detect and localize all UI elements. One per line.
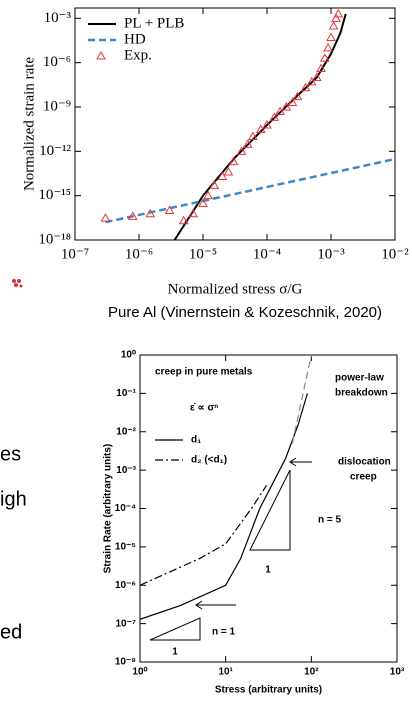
annotation: 1 <box>172 647 178 658</box>
annotation: breakdown <box>335 388 388 399</box>
chart-2: 10⁰ 10¹ 10² 10³ 10⁻⁸ 10⁻⁷ 10⁻⁶ 10⁻⁵ 10⁻⁴ 10⁻³ 10⁻²… <box>103 350 405 696</box>
y-tick-label: 10⁻³ <box>116 465 136 476</box>
data-point <box>333 8 344 18</box>
annotation: power-law <box>335 373 384 384</box>
y-axis-label: Strain Rate (arbitrary units) <box>103 444 114 573</box>
y-tick-label: 10⁻¹⁵ <box>38 187 71 203</box>
data-point <box>247 131 258 141</box>
y-tick-label: 10⁻² <box>116 426 136 437</box>
y-tick-label: 10⁻³ <box>44 10 72 26</box>
data-point <box>300 82 311 92</box>
chart-1: 10⁻⁷ 10⁻⁶ 10⁻⁵ 10⁻⁴ 10⁻³ 10⁻² 10⁻¹⁸ 10⁻¹⁵ 10⁻¹² 1… <box>21 7 409 297</box>
y-tick-label: 10⁰ <box>121 350 136 361</box>
series-line <box>140 393 308 620</box>
data-point <box>242 139 253 148</box>
x-tick-label: 10³ <box>390 667 405 678</box>
legend-label: PL + PLB <box>124 15 184 31</box>
data-point <box>281 101 292 111</box>
annotation: dislocation <box>338 457 391 468</box>
data-point <box>306 76 317 86</box>
y-tick-label: 10⁻⁶ <box>43 54 71 70</box>
data-point <box>269 112 280 121</box>
arrow <box>195 457 312 610</box>
series-line <box>291 355 312 444</box>
y-tick-label: 10⁻¹² <box>39 143 71 159</box>
data-point <box>127 211 138 220</box>
annotation: n = 1 <box>212 627 236 638</box>
data-point <box>292 91 303 101</box>
x-axis-label: Normalized stress σ/G <box>168 281 303 297</box>
caption: Pure Al (Vinernstein & Kozeschnik, 2020) <box>108 304 382 321</box>
x-tick-label: 10⁰ <box>132 667 147 678</box>
side-text: igh <box>0 488 27 510</box>
data-point <box>188 208 198 218</box>
annotation: n = 5 <box>318 515 342 526</box>
series-line <box>140 485 268 586</box>
data-point <box>223 166 234 176</box>
data-point <box>100 213 111 222</box>
y-tick-label: 10⁻¹ <box>116 388 136 399</box>
x-tick-label: 10⁻² <box>381 246 409 262</box>
x-tick-label: 10⁻⁷ <box>61 246 89 262</box>
y-tick-label: 10⁻⁶ <box>115 580 136 591</box>
data-point <box>203 190 213 200</box>
data-point <box>262 120 272 129</box>
x-tick-label: 10⁻⁶ <box>125 246 153 262</box>
y-tick-label: 10⁻⁵ <box>115 542 136 553</box>
slope-triangle <box>149 617 201 641</box>
x-tick-label: 10⁻⁵ <box>189 246 217 262</box>
data-point <box>287 97 298 107</box>
legend-marker <box>96 50 106 60</box>
annotation: ε̇ ∝ σⁿ <box>190 403 218 414</box>
slope-triangle <box>249 469 291 551</box>
y-axis-label: Normalized strain rate <box>21 57 37 191</box>
annotation: creep in pure metals <box>155 367 253 378</box>
x-tick-label: 10² <box>304 667 319 678</box>
data-point <box>236 146 247 155</box>
data-point <box>145 208 156 218</box>
y-tick-label: 10⁻⁴ <box>115 503 136 514</box>
data-point <box>323 42 333 52</box>
data-point <box>331 13 341 22</box>
data-point <box>198 198 208 207</box>
series-line <box>105 157 395 224</box>
data-point <box>209 180 220 189</box>
x-tick-label: 10⁻⁴ <box>253 246 281 262</box>
x-tick-label: 10¹ <box>218 667 233 678</box>
data-point <box>319 53 330 62</box>
data-point <box>316 63 326 73</box>
y-tick-label: 10⁻⁹ <box>43 98 71 114</box>
side-text: ed <box>0 621 22 643</box>
y-tick-label: 10⁻¹⁸ <box>38 231 71 247</box>
data-point <box>275 106 285 115</box>
legend-label: HD <box>124 31 146 47</box>
data-point <box>217 171 228 180</box>
legend-label: Exp. <box>124 47 152 63</box>
annotation: creep <box>350 472 377 483</box>
plot-frame <box>139 354 398 663</box>
data-point <box>326 32 336 42</box>
x-tick-label: 10⁻³ <box>317 246 345 262</box>
side-text: es <box>0 443 21 465</box>
data-point <box>255 124 266 134</box>
icon <box>12 279 23 288</box>
data-point <box>228 156 239 166</box>
data-point <box>178 215 189 225</box>
legend-label: d₁ <box>191 435 201 446</box>
data-point <box>164 205 175 214</box>
legend-label: d₂ (<d₁) <box>191 455 227 466</box>
y-tick-label: 10⁻⁸ <box>115 657 136 668</box>
plot-frame <box>74 7 396 241</box>
data-point <box>311 72 322 81</box>
x-axis-label: Stress (arbitrary units) <box>215 685 322 696</box>
annotation: 1 <box>265 565 271 576</box>
y-tick-label: 10⁻⁷ <box>115 618 136 629</box>
data-point <box>328 21 339 30</box>
